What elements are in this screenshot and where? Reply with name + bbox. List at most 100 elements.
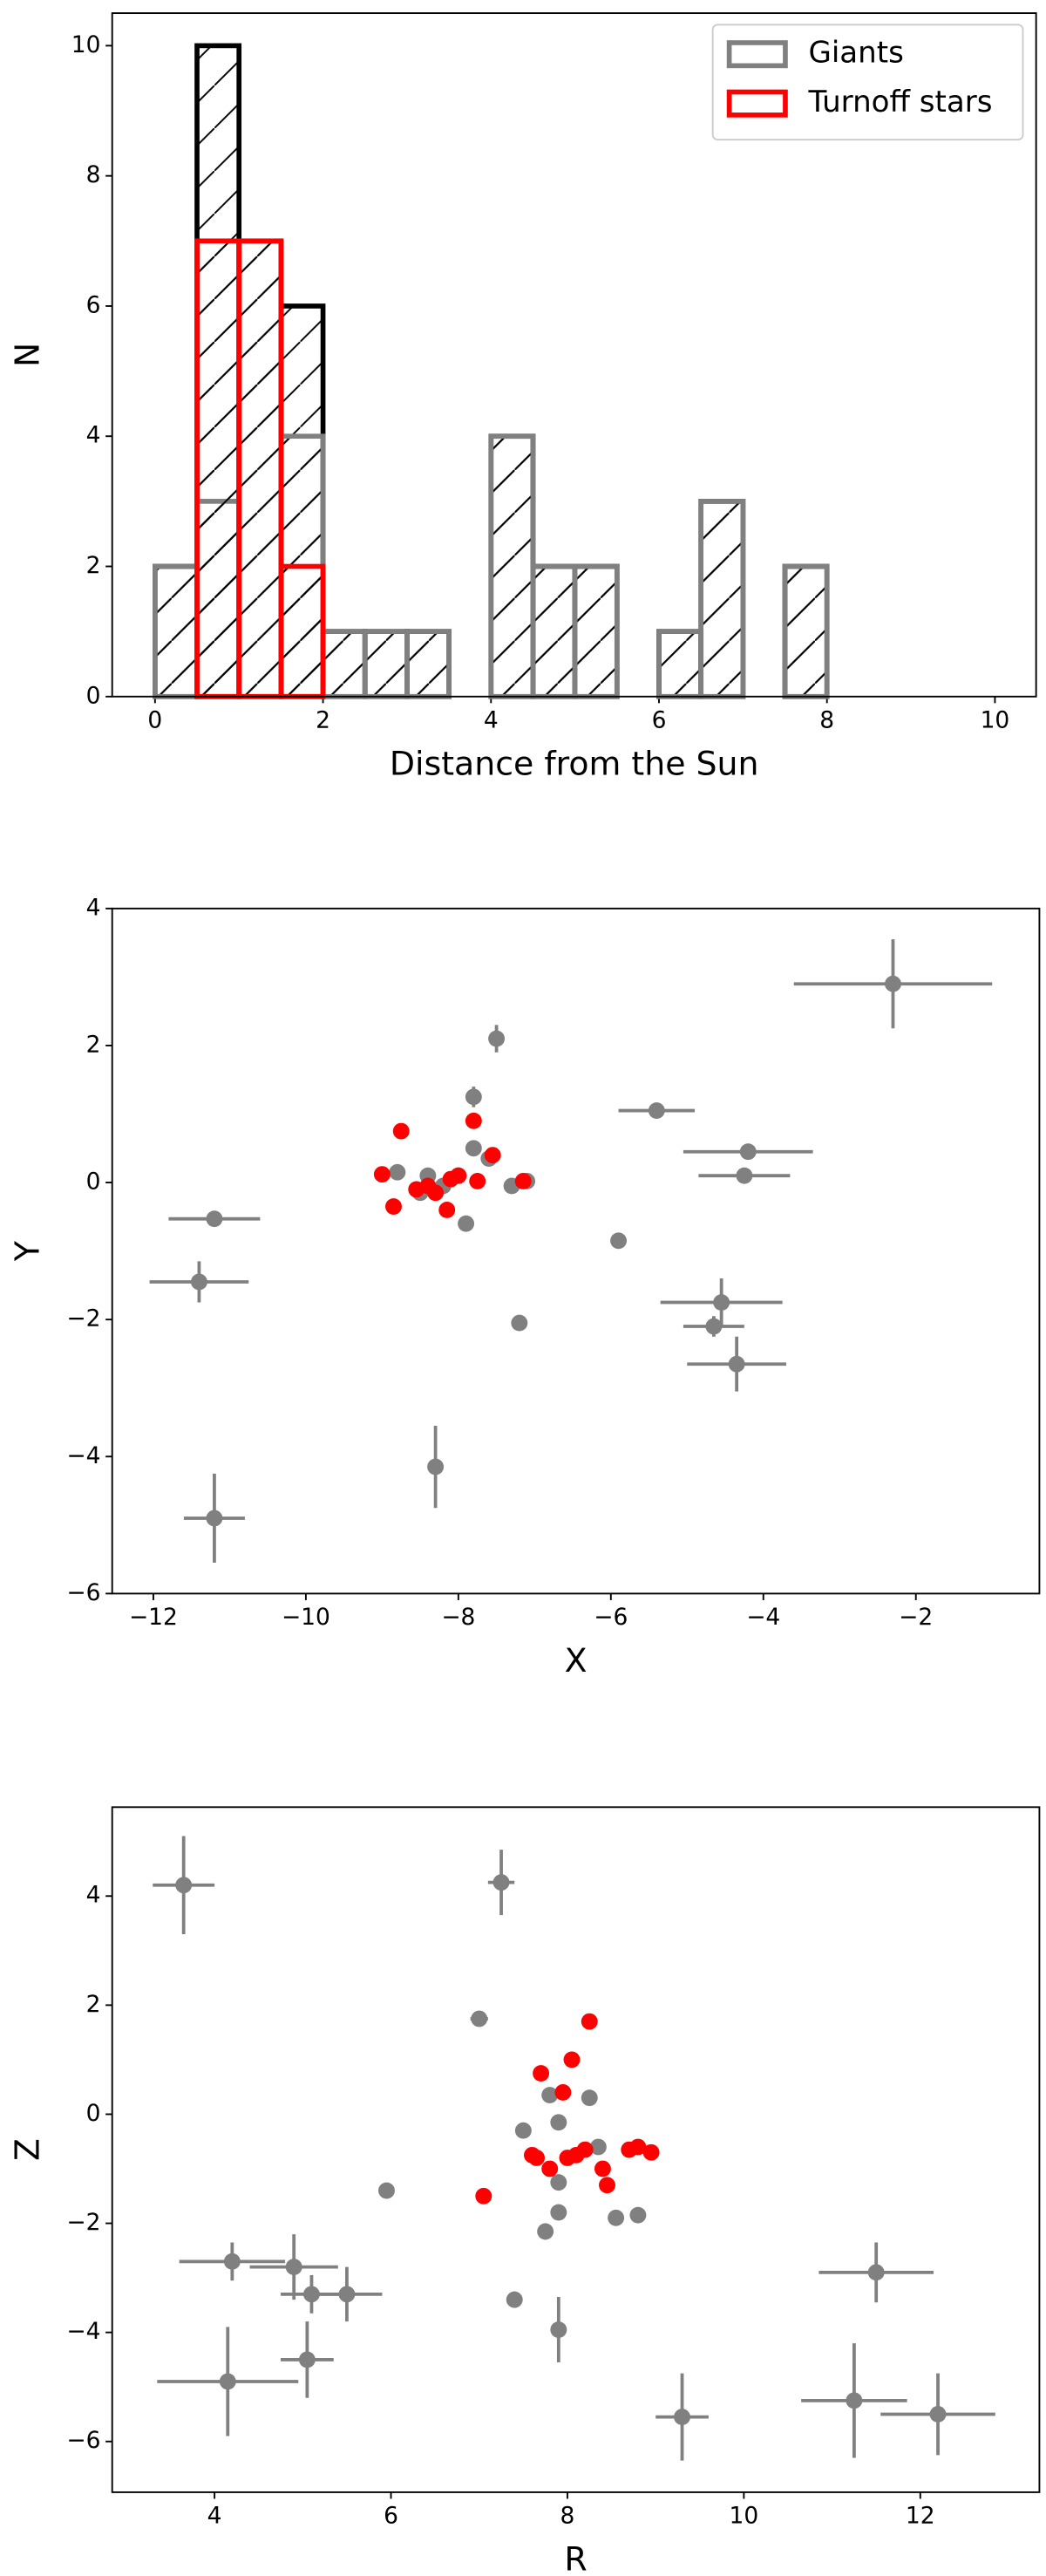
point <box>206 1509 223 1527</box>
legend-swatch <box>726 40 788 69</box>
point <box>298 2351 316 2368</box>
y-axis-label: Y <box>9 1240 47 1262</box>
point <box>528 2150 545 2166</box>
y-tick-label: 6 <box>86 291 101 318</box>
point <box>610 1232 628 1250</box>
point <box>190 1273 207 1291</box>
y-tick-label: 2 <box>86 1991 101 2018</box>
point <box>223 2252 241 2270</box>
x-tick-label: 2 <box>316 707 330 734</box>
y-tick-label: −6 <box>66 2427 100 2454</box>
y-tick-label: 0 <box>86 2100 101 2127</box>
point <box>458 1215 475 1232</box>
x-tick-label: 6 <box>652 707 667 734</box>
y-axis-label: Z <box>9 2138 47 2161</box>
point <box>378 2182 395 2199</box>
point <box>465 1140 482 1157</box>
point <box>736 1167 753 1184</box>
point <box>541 2160 559 2177</box>
point <box>338 2286 356 2303</box>
point <box>554 2084 572 2101</box>
chart: −12 −10 −8 −6 −4 −2 −6 −4 −2 0 2 4 X Y <box>9 894 1041 1680</box>
x-tick-label: 6 <box>384 2503 398 2530</box>
legend-swatch <box>726 89 788 118</box>
y-tick-label: 4 <box>86 1882 101 1909</box>
legend-box <box>711 24 1024 141</box>
hist-bar <box>530 563 578 699</box>
x-tick-label: −6 <box>594 1604 628 1631</box>
y-tick-label: 0 <box>86 682 101 709</box>
hist-bar <box>656 629 704 699</box>
legend-label: Turnoff stars <box>807 85 992 119</box>
x-tick-label: 12 <box>906 2503 935 2530</box>
hist-bar <box>362 629 410 699</box>
chart: 0 2 4 6 8 10 0 2 4 6 8 10 Distance from the Sun N Gian… <box>9 12 1037 782</box>
point <box>385 1198 402 1215</box>
plot-frame <box>111 1806 1041 2493</box>
point <box>846 2392 863 2409</box>
point <box>537 2223 554 2240</box>
point <box>541 2087 559 2103</box>
point <box>427 1184 445 1202</box>
y-tick-label: 4 <box>86 894 101 921</box>
chart: 4 6 8 10 12 −6 −4 −2 0 2 4 R Z <box>9 1806 1041 2576</box>
point <box>629 2138 647 2156</box>
point <box>599 2177 615 2194</box>
x-tick-label: −8 <box>441 1604 475 1631</box>
hist-bar <box>404 629 452 699</box>
x-axis-label: R <box>564 2540 587 2576</box>
point <box>550 2174 567 2191</box>
point <box>511 1314 528 1332</box>
point <box>484 1147 501 1164</box>
y-tick-label: −2 <box>66 2209 100 2236</box>
point <box>389 1163 406 1181</box>
y-axis-label: N <box>9 343 47 367</box>
point <box>285 2259 302 2276</box>
point <box>594 2160 611 2177</box>
x-tick-label: −12 <box>129 1604 178 1631</box>
x-tick-label: 8 <box>819 707 834 734</box>
x-tick-label: −10 <box>282 1604 330 1631</box>
hist-bar <box>698 499 746 699</box>
point <box>533 2065 550 2082</box>
point <box>514 2122 532 2139</box>
point <box>438 1202 456 1218</box>
y-tick-label: −6 <box>66 1579 100 1606</box>
hist-bar <box>488 433 536 699</box>
point <box>867 2264 885 2281</box>
point <box>427 1458 445 1475</box>
x-tick-label: −2 <box>899 1604 933 1631</box>
hist-bar <box>320 629 368 699</box>
point <box>550 2321 567 2338</box>
point <box>488 1030 506 1047</box>
y-tick-label: 2 <box>86 1031 101 1058</box>
point <box>576 2141 594 2158</box>
y-tick-label: 2 <box>86 552 101 579</box>
point <box>471 2010 488 2027</box>
x-axis-label: X <box>565 1641 588 1680</box>
hist-bar <box>236 238 284 699</box>
x-tick-label: 4 <box>207 2503 222 2530</box>
y-tick-label: 8 <box>86 161 101 188</box>
point <box>465 1112 482 1129</box>
point <box>728 1355 745 1373</box>
hist-bar <box>194 238 242 699</box>
point <box>465 1088 482 1106</box>
point <box>713 1294 730 1311</box>
y-tick-label: 10 <box>71 31 101 58</box>
point <box>492 1874 510 1891</box>
legend-label: Giants <box>808 36 903 71</box>
y-tick-label: 0 <box>86 1169 101 1196</box>
y-tick-label: −4 <box>66 1442 100 1469</box>
point <box>206 1210 223 1228</box>
point <box>563 2051 581 2068</box>
x-tick-label: 10 <box>730 2503 759 2530</box>
point <box>929 2406 947 2423</box>
point <box>514 1173 532 1189</box>
x-tick-label: 0 <box>147 707 162 734</box>
point <box>550 2204 567 2221</box>
point <box>739 1143 757 1161</box>
x-tick-label: 4 <box>484 707 499 734</box>
